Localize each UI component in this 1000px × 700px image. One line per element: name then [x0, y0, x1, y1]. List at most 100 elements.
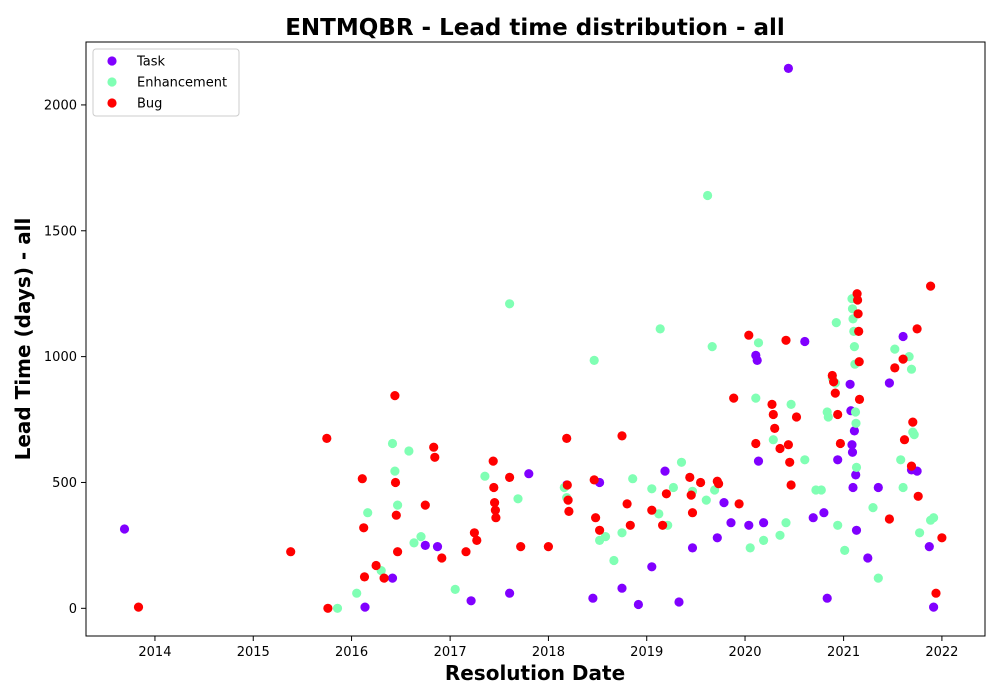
data-point	[753, 338, 764, 348]
data-point	[853, 309, 863, 319]
data-point	[357, 474, 367, 484]
data-point	[430, 452, 440, 462]
data-point	[819, 508, 829, 518]
data-point	[685, 472, 695, 482]
data-point	[912, 324, 922, 334]
data-point	[884, 378, 895, 388]
data-point	[617, 528, 627, 538]
data-point	[472, 535, 482, 546]
data-point	[800, 455, 810, 465]
data-point	[849, 426, 860, 436]
data-point	[543, 542, 554, 552]
data-point	[851, 462, 862, 472]
legend-marker	[107, 56, 117, 66]
data-point	[751, 438, 761, 449]
x-tick-label: 2016	[335, 645, 368, 660]
data-point	[352, 588, 362, 598]
data-point	[835, 438, 846, 449]
data-point	[808, 513, 818, 523]
data-point	[437, 553, 447, 563]
data-point	[898, 331, 908, 342]
data-point	[759, 518, 769, 528]
data-point	[734, 499, 744, 509]
data-point	[393, 547, 403, 557]
data-point	[775, 530, 785, 540]
plot-frame	[85, 41, 986, 637]
data-point	[563, 495, 573, 505]
data-point	[647, 505, 657, 515]
data-point	[913, 491, 923, 501]
x-tick-label: 2022	[925, 645, 958, 660]
x-tick-label: 2019	[630, 645, 663, 660]
data-point	[432, 542, 443, 552]
data-point	[744, 330, 754, 340]
data-point	[701, 495, 711, 505]
data-point	[505, 588, 515, 598]
data-point	[589, 475, 599, 485]
legend: Task Enhancement Bug	[92, 48, 240, 117]
data-point	[854, 357, 864, 367]
data-point	[908, 417, 918, 427]
data-point	[726, 518, 736, 528]
data-point	[588, 593, 598, 603]
data-point	[625, 520, 635, 530]
data-point	[469, 528, 479, 538]
data-point	[931, 588, 941, 598]
data-point	[851, 525, 862, 535]
data-point	[591, 513, 601, 523]
data-point	[811, 485, 821, 495]
y-tick-label: 2000	[44, 98, 77, 113]
data-point	[890, 344, 900, 354]
data-point	[783, 440, 794, 450]
legend-label: Enhancement	[137, 76, 227, 91]
data-point	[489, 482, 499, 493]
data-point	[770, 423, 780, 433]
data-point	[676, 457, 687, 467]
x-tick-label: 2015	[237, 645, 270, 660]
data-point	[687, 508, 698, 518]
data-point	[853, 295, 863, 305]
data-point	[322, 433, 332, 443]
data-point	[359, 523, 369, 533]
data-point	[687, 543, 698, 553]
data-point	[562, 433, 572, 443]
data-point	[674, 597, 684, 607]
data-point	[490, 498, 500, 508]
data-point	[873, 573, 883, 583]
data-point	[830, 388, 840, 398]
data-point	[786, 480, 796, 490]
data-point	[850, 407, 861, 417]
data-point	[420, 500, 430, 510]
y-axis-label: Lead Time (days) - all	[11, 218, 35, 461]
data-point	[668, 482, 679, 493]
data-point	[505, 299, 515, 309]
data-point	[387, 573, 398, 583]
data-point	[390, 466, 400, 476]
data-point	[393, 500, 403, 510]
data-point	[707, 342, 717, 352]
data-point	[595, 525, 605, 535]
data-point	[617, 583, 627, 593]
data-point	[896, 455, 906, 465]
data-point	[775, 443, 785, 454]
data-point	[488, 456, 498, 466]
data-point	[564, 506, 574, 516]
data-point	[768, 409, 778, 420]
points-layer	[119, 63, 947, 613]
data-point	[899, 435, 910, 445]
data-point	[847, 447, 858, 457]
data-point	[937, 533, 947, 543]
data-point	[854, 394, 865, 404]
data-point	[833, 455, 843, 465]
data-point	[752, 355, 762, 365]
data-point	[924, 542, 934, 552]
data-point	[868, 503, 878, 513]
data-point	[654, 509, 664, 519]
data-point	[926, 281, 936, 291]
data-point	[461, 547, 471, 557]
data-point	[829, 377, 839, 387]
data-point	[429, 442, 439, 452]
data-point	[420, 540, 430, 551]
data-point	[505, 472, 515, 482]
